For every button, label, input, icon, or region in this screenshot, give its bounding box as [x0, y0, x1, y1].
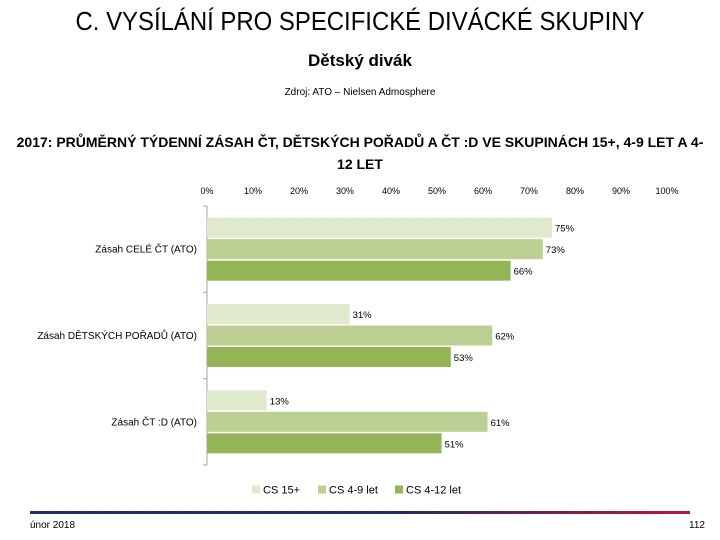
bar [207, 347, 451, 367]
bar [207, 217, 552, 238]
x-tick-label: 60% [474, 186, 492, 196]
data-label: 53% [454, 353, 474, 364]
category-label: Zásah ČT :D (ATO) [111, 415, 197, 428]
data-label: 61% [491, 418, 511, 429]
x-tick-label: 30% [336, 186, 354, 196]
source-note: Zdroj: ATO – Nielsen Admosphere [284, 87, 436, 98]
x-tick-label: 40% [382, 186, 400, 196]
legend-label: CS 4-9 let [329, 485, 378, 497]
data-label: 73% [546, 245, 566, 256]
legend-label: CS 4-12 let [406, 485, 461, 497]
legend-swatch [318, 485, 326, 494]
data-label: 66% [514, 267, 534, 278]
legend-label: CS 15+ [263, 485, 300, 497]
data-label: 62% [495, 332, 515, 343]
bar [207, 260, 511, 281]
page-number: 112 [689, 520, 705, 531]
x-tick-label: 0% [200, 186, 213, 196]
bar [207, 433, 442, 454]
footer-date: únor 2018 [30, 520, 76, 531]
footer-line [30, 511, 690, 514]
x-tick-label: 70% [520, 186, 538, 196]
page-subtitle: Dětský divák [308, 51, 412, 70]
bar [207, 325, 493, 346]
x-tick-label: 80% [566, 186, 584, 196]
data-label: 13% [270, 396, 290, 407]
page-title: C. VYSÍLÁNÍ PRO SPECIFICKÉ DIVÁCKÉ SKUPI… [75, 6, 645, 36]
bar [207, 304, 350, 324]
bar [207, 411, 488, 432]
chart-title: 2017: PRŮMĚRNÝ TÝDENNÍ ZÁSAH ČT, DĚTSKÝC… [16, 134, 704, 172]
data-label: 31% [353, 310, 373, 321]
category-label: Zásah DĚTSKÝCH POŘADŮ (ATO) [37, 329, 197, 342]
legend-swatch [252, 485, 260, 494]
category-label: Zásah CELÉ ČT (ATO) [95, 243, 197, 256]
legend-swatch [395, 485, 403, 494]
x-tick-label: 90% [612, 186, 630, 196]
x-tick-label: 20% [290, 186, 308, 196]
bar [207, 239, 543, 260]
data-label: 75% [555, 224, 575, 235]
bar [207, 390, 267, 411]
x-tick-label: 50% [428, 186, 446, 196]
x-tick-label: 100% [655, 186, 678, 196]
data-label: 51% [445, 439, 465, 450]
x-tick-label: 10% [244, 186, 262, 196]
